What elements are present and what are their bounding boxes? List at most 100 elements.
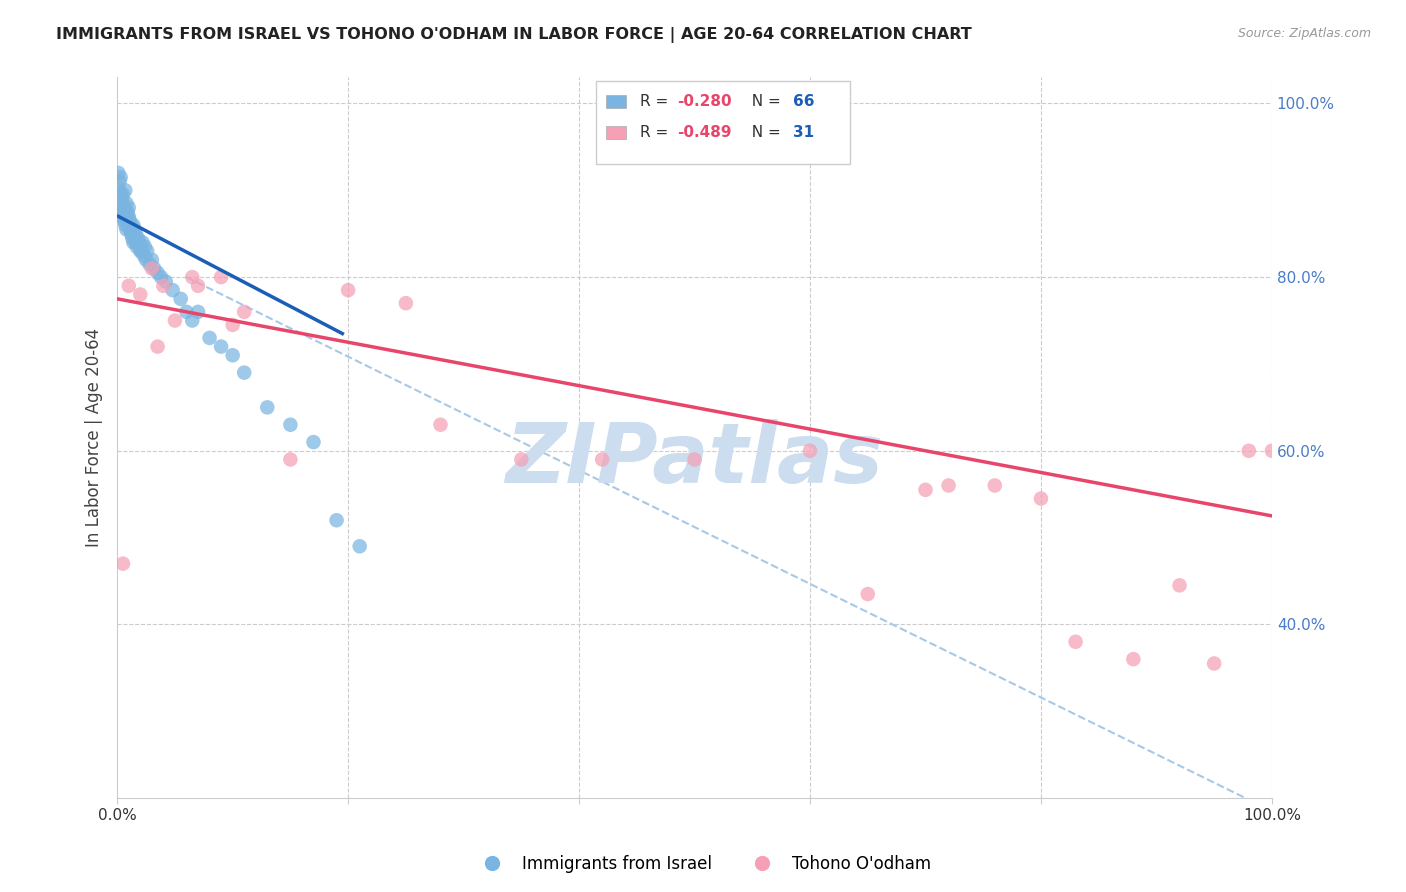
Point: [120, 218, 142, 232]
Point: [187, 305, 209, 319]
Point: [510, 452, 533, 467]
Point: [280, 417, 302, 432]
Point: [209, 270, 232, 285]
Point: [118, 222, 141, 236]
Point: [118, 278, 141, 293]
Point: [118, 213, 141, 227]
Point: [1204, 657, 1226, 671]
Point: [856, 587, 879, 601]
Point: [129, 287, 152, 301]
Point: [984, 478, 1007, 492]
Point: [129, 244, 152, 258]
Point: [233, 305, 256, 319]
Point: [111, 192, 134, 206]
Point: [110, 170, 132, 185]
Point: [1029, 491, 1052, 506]
Point: [1064, 634, 1087, 648]
Text: ZIPatlas: ZIPatlas: [506, 419, 883, 500]
Point: [114, 205, 136, 219]
Point: [110, 187, 132, 202]
Point: [132, 248, 155, 262]
Text: -0.280: -0.280: [678, 94, 733, 109]
Point: [108, 175, 131, 189]
Point: [124, 222, 146, 236]
Point: [221, 348, 243, 362]
Point: [256, 401, 278, 415]
Point: [135, 252, 157, 267]
Point: [395, 296, 418, 310]
Point: [1237, 443, 1260, 458]
Point: [115, 196, 138, 211]
Point: [107, 166, 129, 180]
Point: [1122, 652, 1144, 666]
Legend: Immigrants from Israel, Tohono O'odham: Immigrants from Israel, Tohono O'odham: [468, 848, 938, 880]
Point: [280, 452, 302, 467]
Point: [114, 183, 136, 197]
Point: [163, 313, 186, 327]
Point: [115, 222, 138, 236]
Point: [233, 366, 256, 380]
Point: [112, 201, 135, 215]
Point: [108, 183, 131, 197]
Point: [138, 257, 160, 271]
Point: [121, 231, 143, 245]
Point: [111, 201, 134, 215]
Point: [176, 305, 198, 319]
Point: [111, 557, 134, 571]
Text: IMMIGRANTS FROM ISRAEL VS TOHONO O'ODHAM IN LABOR FORCE | AGE 20-64 CORRELATION : IMMIGRANTS FROM ISRAEL VS TOHONO O'ODHAM…: [56, 27, 972, 43]
Point: [349, 539, 371, 553]
Point: [187, 278, 209, 293]
Point: [118, 210, 141, 224]
Point: [325, 513, 347, 527]
Point: [128, 235, 150, 250]
Point: [131, 235, 153, 250]
Point: [112, 213, 135, 227]
Point: [146, 266, 169, 280]
Text: R =: R =: [640, 126, 673, 140]
Text: N =: N =: [742, 126, 786, 140]
Bar: [606, 95, 627, 108]
Point: [117, 213, 139, 227]
Text: Source: ZipAtlas.com: Source: ZipAtlas.com: [1237, 27, 1371, 40]
Point: [115, 210, 138, 224]
Point: [121, 222, 143, 236]
Text: 66: 66: [793, 94, 814, 109]
Point: [127, 231, 149, 245]
Point: [114, 218, 136, 232]
Point: [124, 235, 146, 250]
Text: -0.489: -0.489: [678, 126, 731, 140]
Point: [1168, 578, 1191, 592]
Text: N =: N =: [742, 94, 786, 109]
Point: [118, 201, 141, 215]
Text: 31: 31: [793, 126, 814, 140]
Point: [938, 478, 960, 492]
Point: [914, 483, 936, 497]
Bar: [606, 127, 627, 139]
Point: [111, 187, 134, 202]
Y-axis label: In Labor Force | Age 20-64: In Labor Force | Age 20-64: [86, 328, 103, 548]
Point: [117, 205, 139, 219]
Point: [118, 218, 141, 232]
Point: [141, 252, 163, 267]
Point: [429, 417, 451, 432]
Point: [150, 270, 173, 285]
Point: [198, 331, 221, 345]
Point: [120, 227, 142, 241]
Point: [111, 210, 134, 224]
Point: [302, 435, 325, 450]
Point: [181, 313, 204, 327]
Point: [221, 318, 243, 332]
Point: [111, 210, 134, 224]
Point: [152, 278, 174, 293]
Point: [683, 452, 706, 467]
Point: [799, 443, 821, 458]
Point: [122, 235, 145, 250]
Point: [141, 261, 163, 276]
Point: [337, 283, 360, 297]
Point: [146, 340, 169, 354]
Point: [110, 201, 132, 215]
Point: [155, 275, 177, 289]
Point: [124, 227, 146, 241]
Point: [136, 244, 159, 258]
Point: [170, 292, 193, 306]
